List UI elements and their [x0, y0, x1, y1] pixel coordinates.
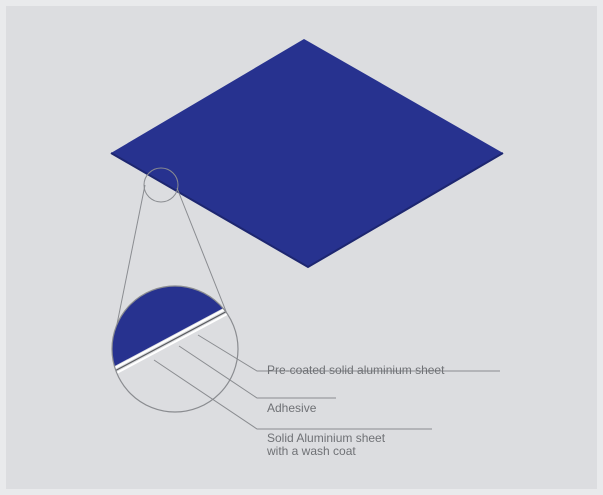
projection-line-left — [111, 184, 146, 350]
diagram-canvas — [110, 39, 504, 430]
zoom-circle — [111, 285, 239, 413]
focus-circle — [143, 167, 179, 203]
label-solid-aluminium-sheet: Solid Aluminium sheet — [267, 431, 386, 445]
zoom-cross-section — [112, 286, 238, 412]
aluminium-sheet — [111, 39, 503, 267]
label-wash-coat: with a wash coat — [267, 444, 356, 458]
diagram-panel: Pre-coated solid aluminium sheet Adhesiv… — [6, 6, 597, 489]
leader-line-layer3 — [153, 359, 432, 430]
leader-line-layer2 — [178, 345, 336, 399]
leader-line-layer1 — [197, 334, 500, 372]
label-pre-coated-sheet: Pre-coated solid aluminium sheet — [267, 363, 445, 377]
label-adhesive: Adhesive — [267, 401, 317, 415]
